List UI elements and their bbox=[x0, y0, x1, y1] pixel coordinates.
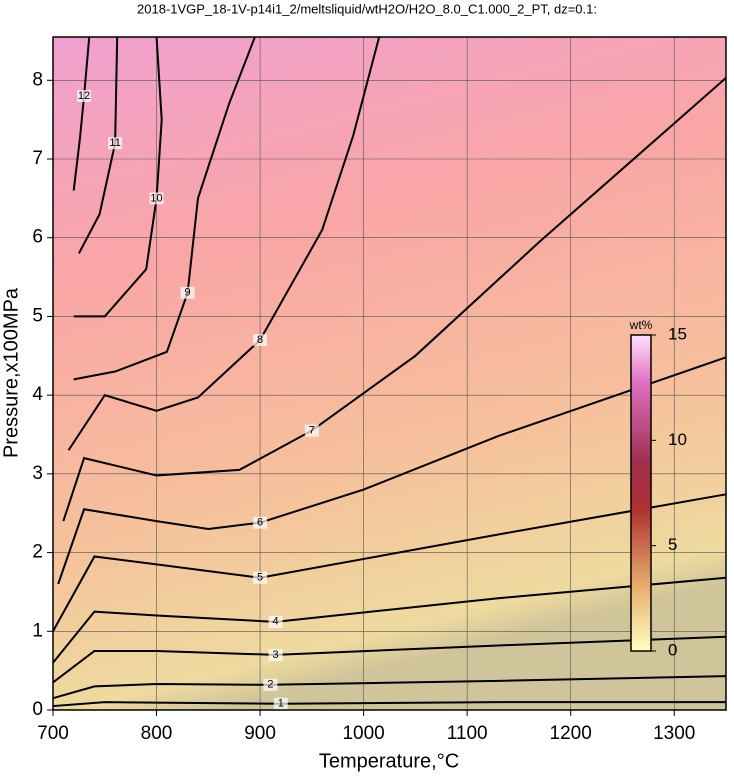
x-tick-label: 1200 bbox=[550, 723, 592, 744]
colorbar-label: wt% bbox=[629, 318, 653, 332]
contour-line bbox=[73, 36, 163, 318]
x-tick-label: 700 bbox=[37, 723, 69, 744]
contour-label: 6 bbox=[257, 517, 263, 529]
contour-label-bg bbox=[253, 334, 268, 347]
contour-line bbox=[67, 36, 381, 451]
y-tick-label: 8 bbox=[32, 69, 43, 90]
y-tick-label: 0 bbox=[32, 699, 43, 720]
contour-label: 10 bbox=[150, 192, 162, 204]
x-tick-label: 800 bbox=[141, 723, 173, 744]
contour-line bbox=[52, 576, 727, 664]
contour-label: 12 bbox=[78, 90, 90, 102]
contour-line bbox=[62, 77, 727, 522]
contour-line bbox=[52, 635, 727, 684]
contour-label: 7 bbox=[309, 424, 315, 436]
contour-label: 2 bbox=[267, 679, 273, 691]
contour-line bbox=[72, 36, 91, 191]
contour-label: 4 bbox=[273, 616, 279, 628]
contour-label-bg bbox=[149, 192, 164, 205]
y-tick-label: 7 bbox=[32, 148, 43, 169]
contour-line bbox=[57, 356, 727, 585]
contour-label: 8 bbox=[257, 334, 263, 346]
plot-frame bbox=[52, 36, 727, 711]
y-tick-label: 1 bbox=[32, 620, 43, 641]
contour-label-bg bbox=[263, 678, 278, 691]
colorbar-tick-label: 5 bbox=[668, 535, 677, 554]
contour-line bbox=[52, 675, 727, 700]
contour-label: 9 bbox=[185, 287, 191, 299]
contour-label: 11 bbox=[109, 137, 120, 149]
contour-line bbox=[77, 36, 119, 254]
x-tick-label: 1100 bbox=[447, 723, 488, 744]
contour-line bbox=[52, 493, 727, 632]
contour-label-bg bbox=[180, 286, 195, 299]
y-tick-label: 2 bbox=[32, 542, 43, 563]
y-tick-label: 6 bbox=[32, 227, 43, 248]
contour-label-bg bbox=[304, 424, 319, 437]
contour-label-bg bbox=[253, 516, 268, 529]
plot-layer: 700 800 900 1000 1100 1200 1300012345678123456… bbox=[32, 36, 727, 744]
colorbar-tick-label: 10 bbox=[668, 430, 687, 449]
chart-title: 2018-1VGP_18-1V-p14i1_2/meltsliquid/wtH2… bbox=[137, 1, 597, 16]
x-tick-label: 1300 bbox=[653, 723, 695, 744]
contour-label-bg bbox=[77, 90, 92, 103]
y-tick-label: 3 bbox=[32, 463, 43, 484]
contour-label: 1 bbox=[278, 698, 284, 710]
contour-label-bg bbox=[268, 615, 283, 628]
colorbar bbox=[630, 334, 652, 652]
x-axis-label: Temperature,°C bbox=[319, 750, 459, 772]
y-tick-label: 5 bbox=[32, 305, 43, 326]
x-tick-label: 900 bbox=[244, 723, 276, 744]
contour-label-bg bbox=[268, 648, 283, 661]
contour-label-bg bbox=[253, 571, 268, 584]
y-tick-label: 4 bbox=[32, 384, 43, 405]
contour-label: 3 bbox=[273, 649, 279, 661]
x-tick-label: 1000 bbox=[342, 723, 384, 744]
contour-label-bg bbox=[273, 697, 288, 710]
contour-label-bg bbox=[108, 137, 123, 150]
contour-label: 5 bbox=[257, 572, 263, 584]
y-axis-label: Pressure,x100MPa bbox=[0, 287, 22, 458]
colorbar-tick-label: 15 bbox=[668, 324, 687, 343]
colorbar-tick-label: 0 bbox=[668, 640, 677, 659]
